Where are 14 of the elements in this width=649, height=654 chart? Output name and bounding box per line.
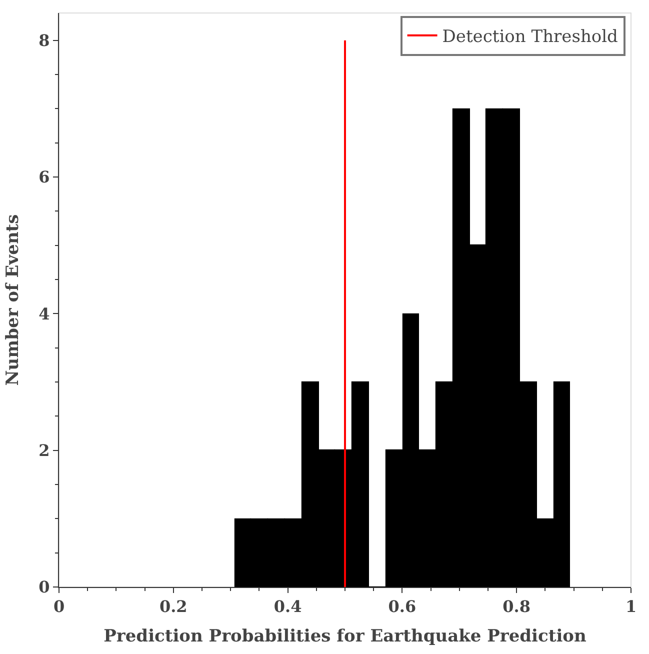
x-tick-label: 0.8	[502, 597, 531, 616]
y-tick-label: 2	[38, 440, 50, 460]
x-tick-label: 0.4	[274, 597, 302, 616]
y-tick-label: 8	[38, 30, 50, 50]
x-axis-title: Prediction Probabilities for Earthquake Prediction	[104, 626, 586, 647]
x-tick-label: 0.6	[388, 597, 416, 616]
y-tick-label: 4	[38, 304, 50, 324]
x-tick-label: 0	[53, 597, 65, 616]
x-tick-label: 1	[625, 597, 637, 616]
y-tick-label: 0	[38, 578, 50, 597]
y-axis-title: Number of Events	[3, 214, 24, 386]
x-tick-label: 0.2	[159, 597, 188, 616]
legend-label: Detection Threshold	[442, 27, 618, 48]
y-tick-label: 6	[38, 168, 50, 187]
